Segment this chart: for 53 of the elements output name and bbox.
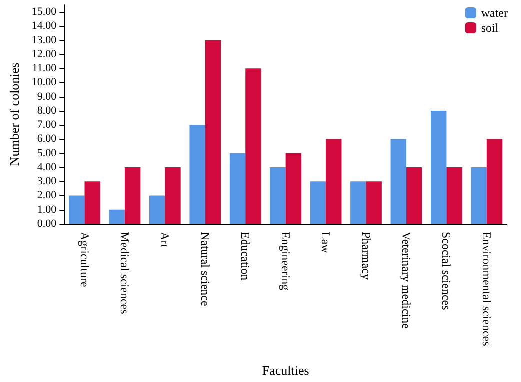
y-tick-label: 9.00	[37, 90, 58, 103]
x-axis-title: Faculties	[262, 363, 310, 378]
y-tick-label: 2.00	[37, 190, 58, 202]
x-tick-label: Agriculture	[78, 232, 92, 288]
y-tick-label: 1.00	[37, 204, 58, 216]
y-tick-label: 12.00	[32, 48, 58, 60]
x-tick-label: Art	[158, 232, 172, 249]
x-tick-label: Education	[238, 232, 253, 281]
bar	[430, 110, 447, 224]
legend-label: water	[481, 6, 508, 20]
bar	[286, 153, 302, 224]
bar	[390, 139, 406, 224]
bar	[190, 125, 206, 224]
bar	[205, 40, 222, 224]
y-axis-title: Number of colonies	[7, 62, 22, 166]
y-tick-label: 14.00	[32, 20, 58, 32]
x-tick-label: Law	[319, 232, 334, 254]
y-tick-label: 0.00	[37, 218, 58, 230]
bar	[124, 167, 141, 224]
bar	[486, 139, 503, 224]
bar	[69, 196, 85, 224]
y-tick-label: 8.00	[37, 104, 58, 117]
bar	[446, 167, 462, 224]
bar	[326, 139, 342, 224]
bar	[310, 182, 326, 224]
y-tick-label: 5.00	[37, 147, 58, 160]
y-tick-label: 7.00	[37, 119, 58, 132]
bar	[84, 182, 100, 224]
bar	[165, 167, 181, 224]
y-tick-label: 11.00	[32, 62, 58, 75]
x-tick-label: Pharmacy	[359, 232, 374, 280]
x-tick-label: Medical sciences	[118, 232, 132, 315]
x-tick-label: Environmental sciences	[480, 232, 494, 347]
bar	[230, 153, 246, 224]
y-tick-label: 13.00	[32, 34, 58, 46]
y-tick-label: 6.00	[37, 133, 58, 146]
legend-label: soil	[481, 21, 500, 35]
x-tick-label: Veterinary medicine	[399, 232, 414, 329]
bar	[350, 182, 366, 224]
bar	[150, 196, 166, 224]
bar	[406, 167, 422, 224]
bar	[270, 167, 286, 224]
bar	[471, 167, 487, 224]
y-tick-label: 15.00	[32, 6, 58, 18]
x-tick-label: Engineering	[278, 232, 293, 291]
x-tick-label: Scocial sciences	[440, 232, 454, 311]
y-tick-label: 10.00	[32, 76, 58, 89]
bar	[109, 210, 125, 224]
y-tick-label: 4.00	[37, 161, 58, 174]
y-tick-label: 3.00	[37, 176, 58, 188]
bar	[246, 68, 262, 224]
bar	[366, 182, 382, 224]
x-tick-label: Natural science	[198, 232, 212, 306]
